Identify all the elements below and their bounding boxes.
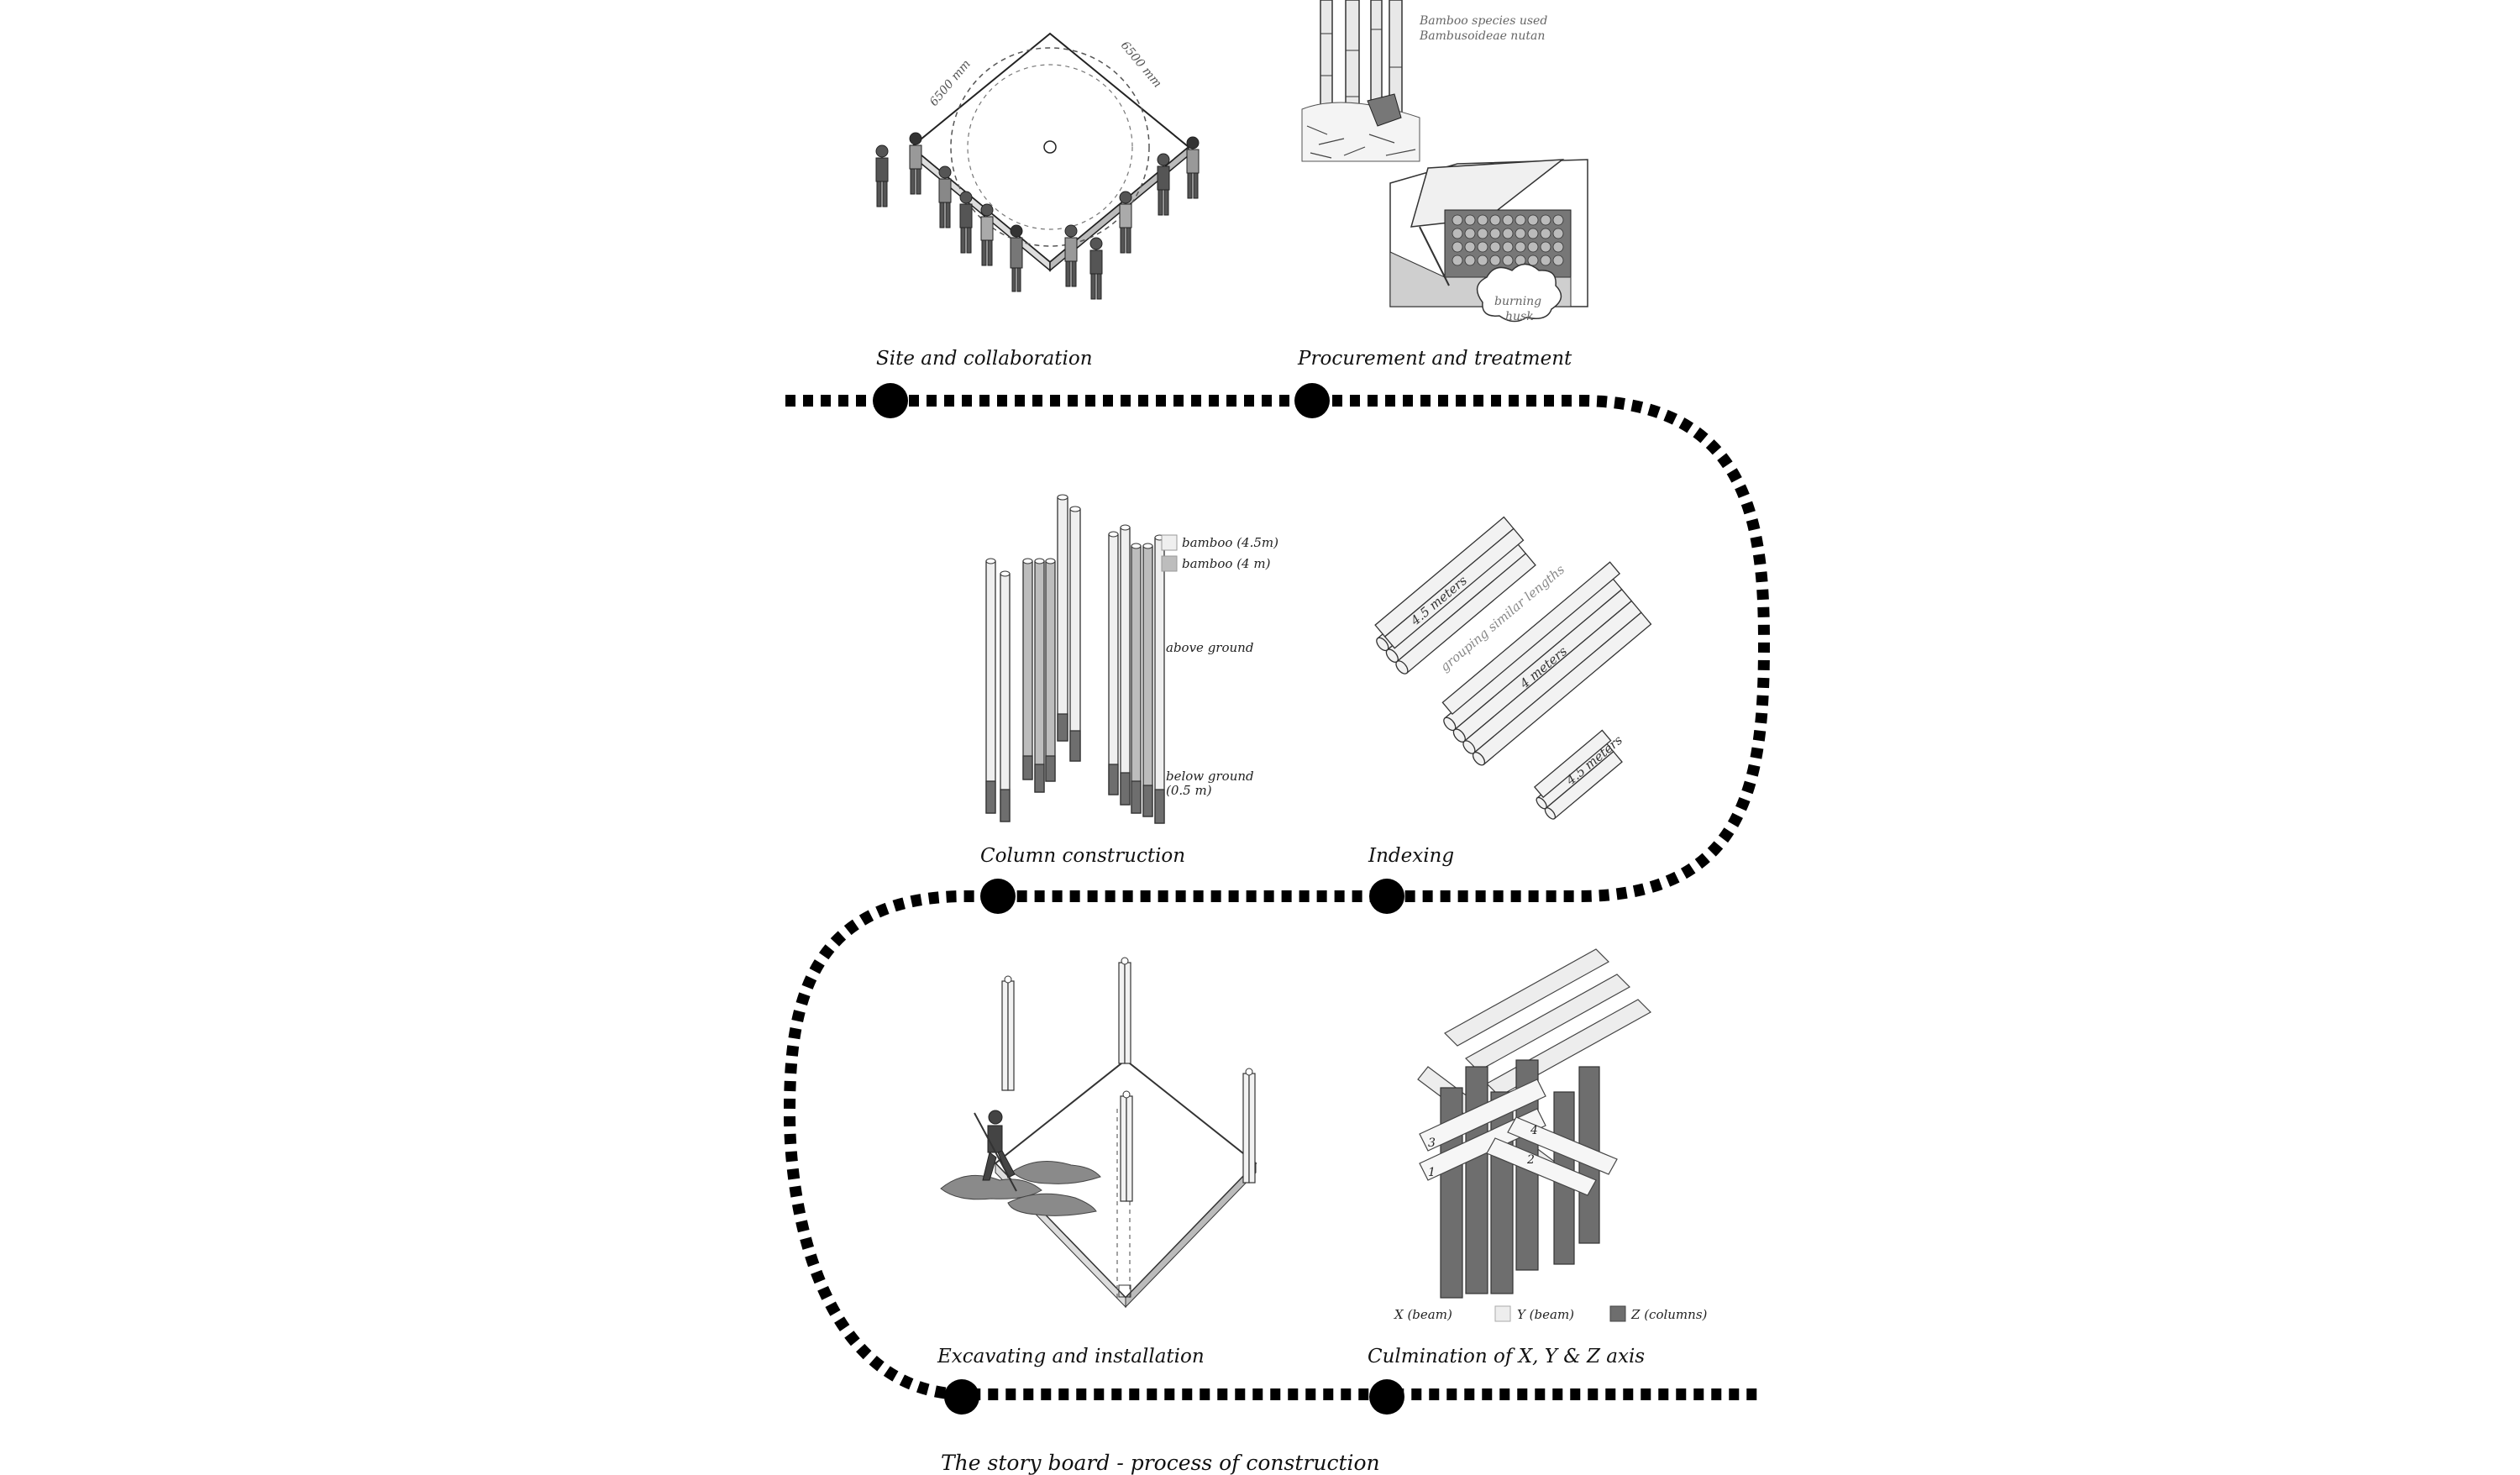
step-label-procurement: Procurement and treatment — [1298, 348, 1572, 370]
step-label-excavating: Excavating and installation — [937, 1346, 1205, 1367]
species-line1: Bamboo species used — [1420, 14, 1548, 28]
step-label-site: Site and collaboration — [876, 348, 1093, 370]
columns-below-line2: (0.5 m) — [1166, 783, 1212, 798]
culmination-n3: 3 — [1428, 1136, 1436, 1150]
columns-legend-2: bamboo (4 m) — [1182, 556, 1271, 571]
storyboard-caption: The story board - process of constructio… — [941, 1451, 1380, 1475]
node-culmination — [1369, 1379, 1404, 1415]
node-columns — [980, 879, 1016, 914]
step-label-indexing: Indexing — [1368, 845, 1455, 867]
node-indexing — [1369, 879, 1404, 914]
burning-line1: burning — [1494, 295, 1542, 308]
culmination-n1: 1 — [1428, 1166, 1436, 1179]
columns-below-line1: below ground — [1166, 769, 1254, 784]
culmination-legend-y: Y (beam) — [1517, 1307, 1575, 1322]
culmination-legend-x: X (beam) — [1394, 1307, 1452, 1322]
culmination-legend-z: Z (columns) — [1631, 1307, 1708, 1322]
culmination-n4: 4 — [1530, 1124, 1538, 1137]
step-label-columns: Column construction — [980, 845, 1186, 867]
node-site — [873, 383, 908, 418]
species-line2: Bambusoideae nutan — [1420, 29, 1546, 43]
node-excavating — [944, 1379, 979, 1415]
node-procurement — [1294, 383, 1330, 418]
culmination-n2: 2 — [1526, 1153, 1535, 1167]
step-label-culmination: Culmination of X, Y & Z axis — [1368, 1346, 1646, 1367]
burning-line2: husk — [1505, 310, 1534, 323]
columns-above-label: above ground — [1166, 640, 1254, 655]
columns-legend-1: bamboo (4.5m) — [1182, 535, 1278, 550]
